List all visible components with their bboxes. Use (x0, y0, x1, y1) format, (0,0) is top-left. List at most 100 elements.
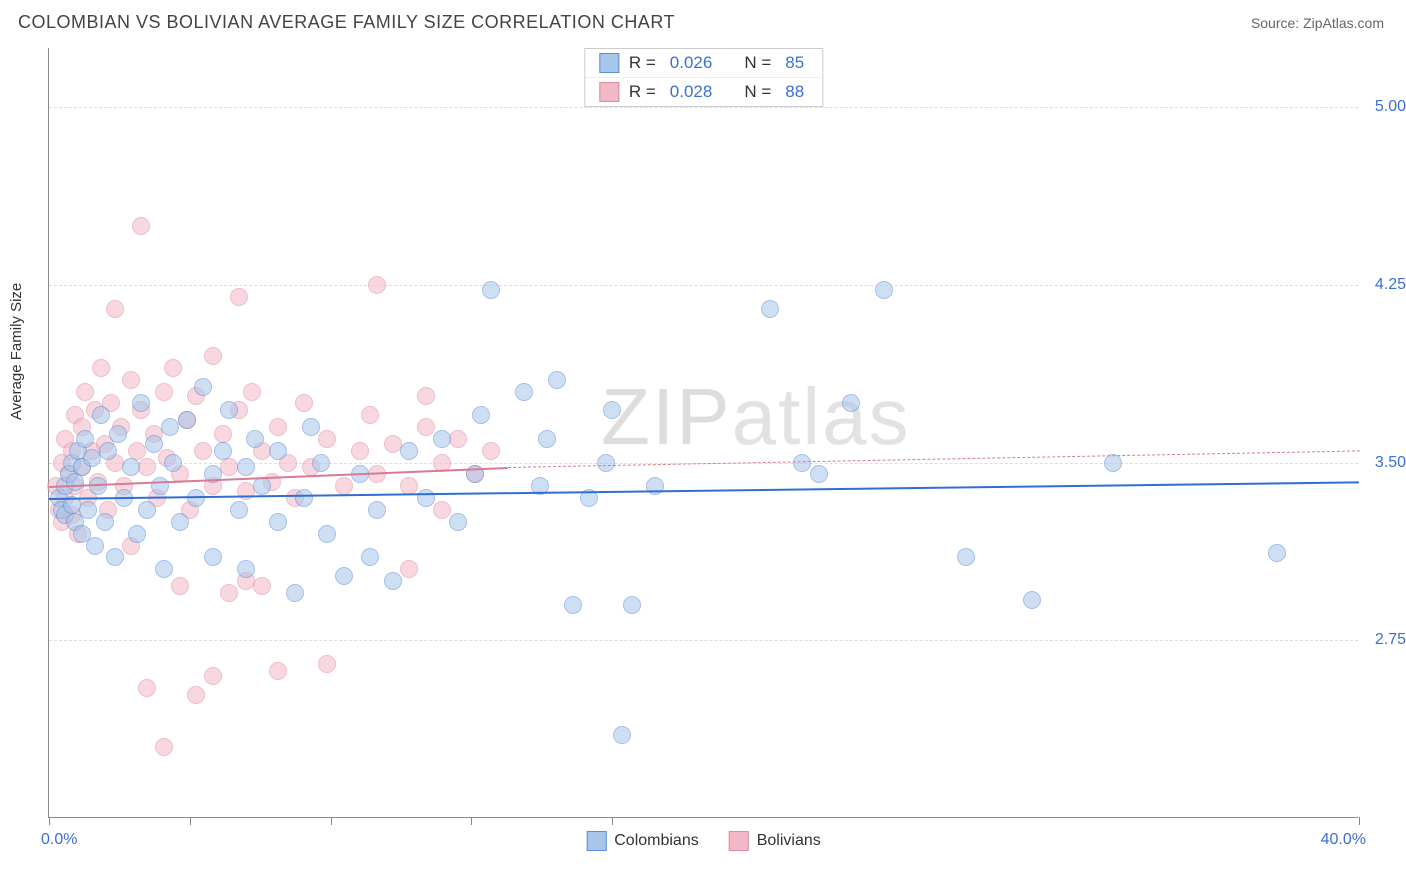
data-point (957, 548, 975, 566)
r-label: R = (629, 53, 656, 73)
stats-legend-row: R = 0.028 N = 88 (585, 77, 822, 106)
data-point (515, 383, 533, 401)
data-point (122, 458, 140, 476)
gridline (49, 640, 1358, 641)
data-point (318, 525, 336, 543)
data-point (122, 371, 140, 389)
gridline (49, 285, 1358, 286)
data-point (368, 501, 386, 519)
data-point (1268, 544, 1286, 562)
data-point (214, 425, 232, 443)
swatch-icon (729, 831, 749, 851)
data-point (368, 276, 386, 294)
data-point (351, 442, 369, 460)
data-point (318, 430, 336, 448)
chart-source: Source: ZipAtlas.com (1251, 15, 1384, 31)
watermark-text-a: ZIP (601, 372, 731, 461)
data-point (269, 513, 287, 531)
data-point (623, 596, 641, 614)
data-point (92, 406, 110, 424)
y-tick-label: 5.00 (1362, 98, 1406, 116)
y-tick-label: 2.75 (1362, 631, 1406, 649)
data-point (875, 281, 893, 299)
n-label: N = (744, 82, 771, 102)
trend-line (507, 451, 1359, 469)
data-point (269, 662, 287, 680)
data-point (384, 572, 402, 590)
data-point (335, 567, 353, 585)
data-point (230, 288, 248, 306)
data-point (86, 537, 104, 555)
data-point (302, 418, 320, 436)
data-point (603, 401, 621, 419)
swatch-icon (599, 82, 619, 102)
data-point (76, 430, 94, 448)
legend-label: Bolivians (757, 832, 821, 850)
data-point (155, 738, 173, 756)
scatter-chart: ZIPatlas R = 0.026 N = 85 R = 0.028 N = … (48, 48, 1358, 818)
n-label: N = (744, 53, 771, 73)
data-point (155, 560, 173, 578)
data-point (194, 442, 212, 460)
data-point (99, 442, 117, 460)
swatch-icon (586, 831, 606, 851)
data-point (318, 655, 336, 673)
data-point (286, 584, 304, 602)
data-point (138, 501, 156, 519)
data-point (204, 667, 222, 685)
stats-legend-row: R = 0.026 N = 85 (585, 49, 822, 77)
data-point (449, 430, 467, 448)
y-tick-label: 4.25 (1362, 276, 1406, 294)
data-point (564, 596, 582, 614)
data-point (295, 489, 313, 507)
data-point (1023, 591, 1041, 609)
data-point (92, 359, 110, 377)
data-point (810, 465, 828, 483)
data-point (204, 548, 222, 566)
data-point (145, 435, 163, 453)
data-point (433, 501, 451, 519)
data-point (194, 378, 212, 396)
r-value: 0.028 (666, 82, 717, 102)
data-point (246, 430, 264, 448)
data-point (220, 458, 238, 476)
data-point (83, 449, 101, 467)
x-tick (331, 817, 332, 825)
data-point (433, 430, 451, 448)
r-value: 0.026 (666, 53, 717, 73)
data-point (597, 454, 615, 472)
x-tick (190, 817, 191, 825)
data-point (138, 458, 156, 476)
x-tick (471, 817, 472, 825)
chart-title: COLOMBIAN VS BOLIVIAN AVERAGE FAMILY SIZ… (18, 12, 675, 33)
watermark-text-b: atlas (732, 372, 911, 461)
n-value: 85 (781, 53, 808, 73)
x-tick (1359, 817, 1360, 825)
data-point (361, 548, 379, 566)
data-point (171, 513, 189, 531)
data-point (230, 501, 248, 519)
data-point (793, 454, 811, 472)
series-legend: Colombians Bolivians (586, 831, 821, 851)
data-point (171, 577, 189, 595)
header-bar: COLOMBIAN VS BOLIVIAN AVERAGE FAMILY SIZ… (0, 0, 1406, 41)
data-point (204, 347, 222, 365)
data-point (243, 383, 261, 401)
data-point (295, 394, 313, 412)
data-point (761, 300, 779, 318)
data-point (417, 489, 435, 507)
data-point (161, 418, 179, 436)
y-tick-label: 3.50 (1362, 454, 1406, 472)
data-point (548, 371, 566, 389)
data-point (417, 387, 435, 405)
stats-legend: R = 0.026 N = 85 R = 0.028 N = 88 (584, 48, 823, 107)
n-value: 88 (781, 82, 808, 102)
data-point (361, 406, 379, 424)
data-point (253, 577, 271, 595)
data-point (214, 442, 232, 460)
data-point (842, 394, 860, 412)
data-point (128, 442, 146, 460)
x-axis-max-label: 40.0% (1321, 831, 1366, 849)
data-point (335, 477, 353, 495)
data-point (128, 525, 146, 543)
